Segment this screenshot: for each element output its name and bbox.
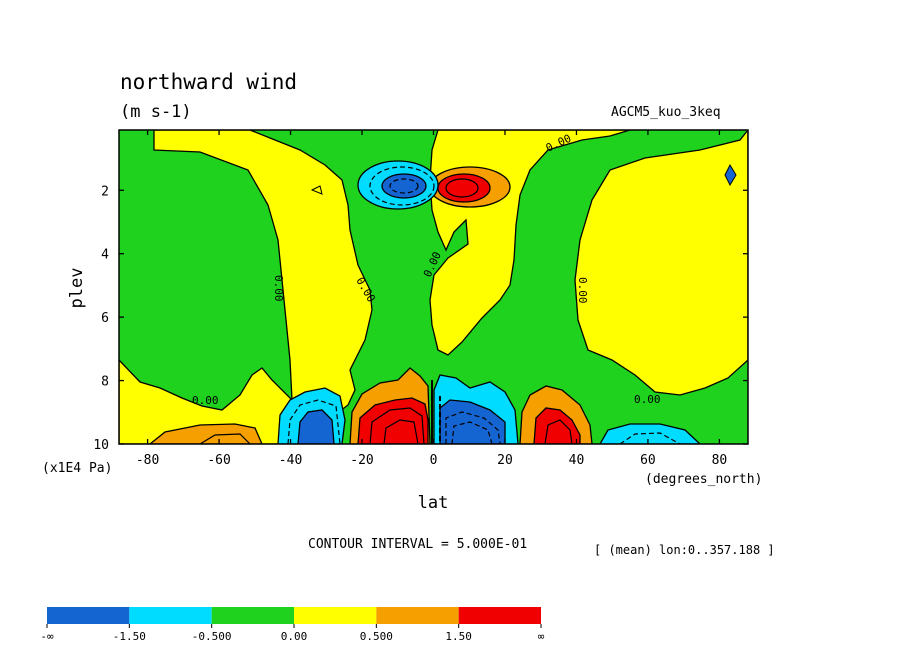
- colorbar-label: -1.50: [113, 630, 146, 643]
- contour-label: 0.00: [272, 275, 285, 302]
- x-tick-label: -60: [207, 453, 230, 468]
- contour-label: 0.00: [192, 394, 219, 407]
- field-yellow-east: [574, 130, 748, 396]
- colorbar-bin: [458, 607, 541, 624]
- y-tick-label: 4: [101, 248, 109, 263]
- x-axis-units: (degrees_north): [645, 472, 762, 487]
- field-small-yellow: [310, 185, 323, 195]
- colorbar-label: 0.500: [360, 630, 393, 643]
- x-tick-label: 80: [712, 453, 728, 468]
- field-red-s: [357, 397, 429, 444]
- colorbar-label: -∞: [40, 630, 54, 643]
- x-tick-label: -40: [279, 453, 302, 468]
- field-red-n: [533, 407, 581, 444]
- colorbar-label: ∞: [538, 630, 545, 643]
- field-yellow-west: [119, 130, 373, 444]
- y-tick-label: 10: [93, 438, 109, 453]
- x-tick-label: 20: [497, 453, 513, 468]
- y-axis: 2 4 6 8 10: [93, 184, 748, 453]
- model-label: AGCM5_kuo_3keq: [611, 105, 721, 120]
- field-blue-upper: [381, 173, 427, 199]
- field-blue-sw: [297, 409, 335, 444]
- x-tick-label: 0: [430, 453, 438, 468]
- colorbar-bin: [376, 607, 459, 624]
- y-axis-label: plev: [67, 268, 87, 309]
- colorbar-label: 0.00: [281, 630, 308, 643]
- field-orange-sw: [148, 423, 263, 444]
- contour-label: 0.00: [634, 393, 661, 406]
- y-tick-label: 6: [101, 311, 109, 326]
- units-label: (m s-1): [120, 102, 192, 122]
- colorbar-bin: [294, 607, 377, 624]
- y-tick-label: 2: [101, 184, 109, 199]
- contour-label: 0.00: [576, 277, 589, 304]
- contour-interval-note: CONTOUR INTERVAL = 5.000E-01: [308, 537, 527, 552]
- y-axis-units: (x1E4 Pa): [42, 461, 112, 476]
- colorbar-label: 1.50: [445, 630, 472, 643]
- x-axis-label: lat: [418, 493, 449, 513]
- field-small-blue: [724, 163, 737, 187]
- colorbar-bin: [47, 607, 130, 624]
- x-tick-label: -20: [350, 453, 373, 468]
- x-tick-label: 60: [640, 453, 656, 468]
- y-tick-label: 8: [101, 375, 109, 390]
- colorbar-bin: [129, 607, 212, 624]
- x-axis: -80 -60 -40 -20 0 20 40 60 80: [136, 130, 727, 468]
- x-tick-label: -80: [136, 453, 159, 468]
- colorbar-bin: [211, 607, 294, 624]
- colorbar: -∞ -1.50 -0.500 0.00 0.500 1.50 ∞: [40, 607, 545, 643]
- inner-contours: [199, 178, 573, 444]
- colorbar-label: -0.500: [192, 630, 232, 643]
- negative-contours: [287, 166, 681, 444]
- mean-note: [ (mean) lon:0..357.188 ]: [594, 543, 775, 557]
- contour-fields: [119, 130, 748, 444]
- x-tick-label: 40: [569, 453, 585, 468]
- chart-title: northward wind: [120, 70, 298, 94]
